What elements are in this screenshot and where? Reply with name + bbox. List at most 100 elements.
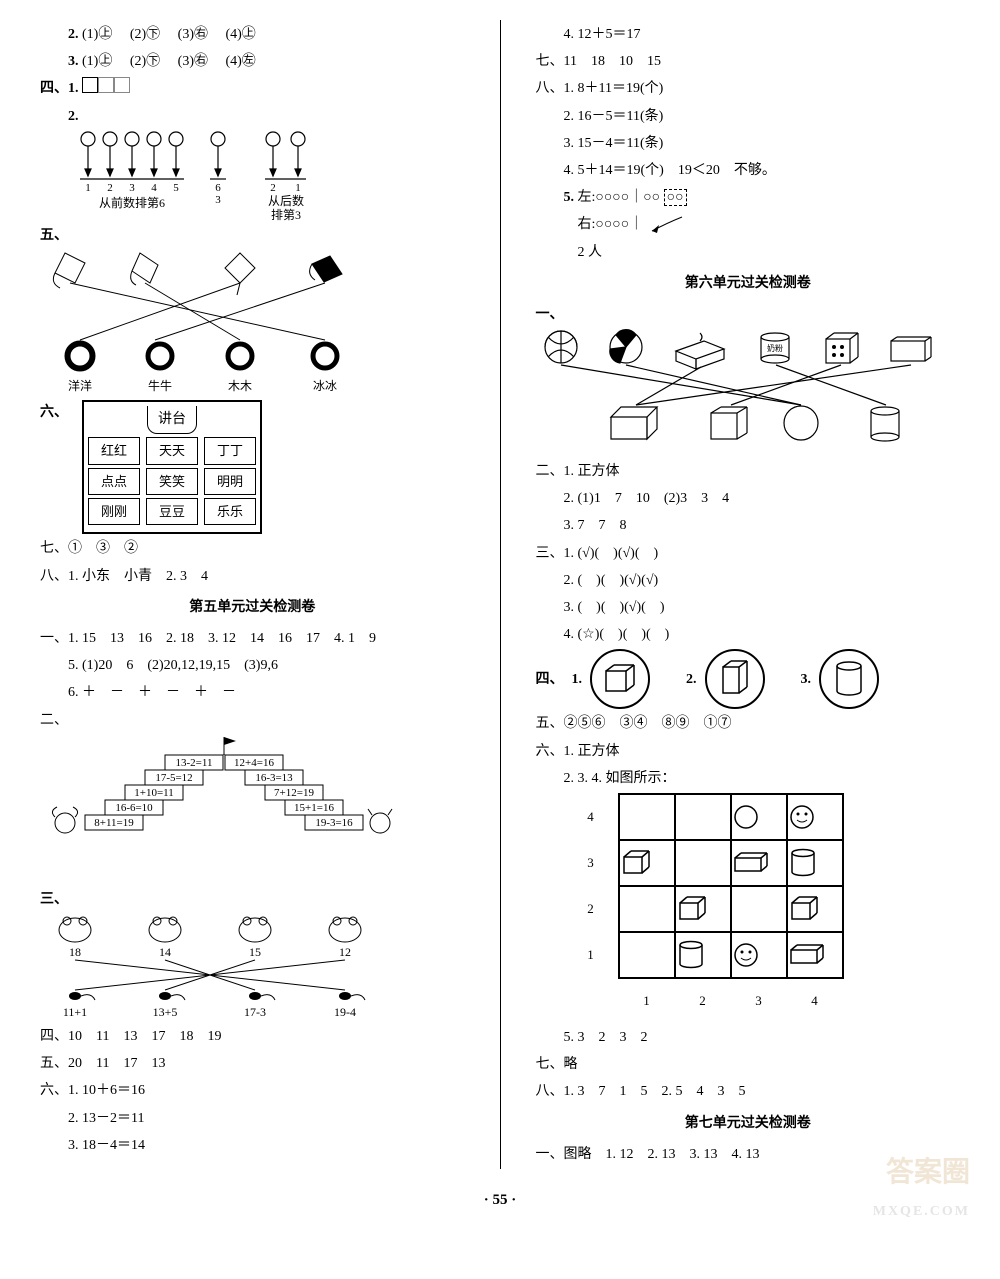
u5-6-3: 3. 18－4＝14 xyxy=(40,1133,465,1158)
u6-3-3: 3. ( )( )(√)( ) xyxy=(536,595,961,620)
svg-text:12+4=16: 12+4=16 xyxy=(234,757,274,769)
r-8-5: 5. 左:○○○○｜○○ ○○ xyxy=(536,185,961,210)
q3: 3. (1)㊤ (2)㊦ (3)㊨ (4)㊧ xyxy=(40,49,465,74)
u7-1: 一、图略 1. 12 2. 13 3. 13 4. 13 xyxy=(536,1142,961,1167)
u5-6-2: 2. 13－2＝11 xyxy=(40,1106,465,1131)
u6-4-2-label: 2. xyxy=(686,667,697,692)
circle-cuboid-icon xyxy=(705,649,765,709)
q3-3: (3)㊨ xyxy=(178,54,208,69)
unit7-title: 第七单元过关检测卷 xyxy=(536,1111,961,1136)
svg-text:19-3=16: 19-3=16 xyxy=(315,817,353,829)
page-number: · 55 · xyxy=(40,1187,960,1214)
svg-text:16-6=10: 16-6=10 xyxy=(115,802,153,814)
cuboid-icon xyxy=(733,852,771,874)
circle-cylinder-icon xyxy=(819,649,879,709)
r-8-2: 2. 16－5＝11(条) xyxy=(536,104,961,129)
face-icon xyxy=(733,942,759,968)
grid-col-4: 4 xyxy=(787,978,843,1023)
podium-label: 讲台 xyxy=(147,406,197,434)
grid-row-1: 1 xyxy=(564,932,619,978)
u6-2-2: 2. (1)1 7 10 (2)3 3 4 xyxy=(536,486,961,511)
svg-text:1: 1 xyxy=(85,182,91,194)
u5-5: 五、20 11 17 13 xyxy=(40,1051,465,1076)
u5-3-figure: 18141512 xyxy=(40,912,380,1022)
svg-text:7+12=19: 7+12=19 xyxy=(274,787,314,799)
r-8-5-ans: 2 人 xyxy=(536,240,961,265)
sphere-icon xyxy=(733,804,759,830)
arrow-icon xyxy=(647,215,687,235)
u6-2-1: 二、1. 正方体 xyxy=(536,459,961,484)
r-8-4: 4. 5＋14＝19(个) 19＜20 不够。 xyxy=(536,158,961,183)
seat: 刚刚 xyxy=(88,498,140,525)
cube-icon xyxy=(789,895,821,923)
r-8-5-row2: 右:○○○○｜ xyxy=(536,212,961,237)
svg-text:8+11=19: 8+11=19 xyxy=(94,817,134,829)
svg-text:14: 14 xyxy=(159,945,171,959)
u6-3-1: 三、1. (√)( )(√)( ) xyxy=(536,541,961,566)
grid-row-2: 2 xyxy=(564,886,619,932)
column-divider xyxy=(500,20,501,1169)
svg-text:16-3=13: 16-3=13 xyxy=(255,772,293,784)
cuboid-icon xyxy=(789,944,827,966)
r-8-5-left: 左:○○○○｜○○ xyxy=(578,190,661,205)
u6-3-4: 4. (☆)( )( )( ) xyxy=(536,622,961,647)
u5-2-figure: 13-2=11 17-5=12 1+10=11 16-6=10 8+11=19 … xyxy=(40,735,400,885)
svg-text:5: 5 xyxy=(173,182,179,194)
svg-text:13+5: 13+5 xyxy=(153,1005,178,1019)
cube-icon xyxy=(621,849,653,877)
r-8-5-label: 5. xyxy=(564,190,575,205)
s5-name-2: 木木 xyxy=(228,379,252,393)
svg-text:从后数: 从后数 xyxy=(268,193,304,208)
svg-text:11+1: 11+1 xyxy=(63,1005,87,1019)
u6-5: 五、②⑤⑥ ③④ ⑧⑨ ①⑦ xyxy=(536,711,961,736)
u6-1: 一、 奶粉 xyxy=(536,302,961,457)
face-icon xyxy=(789,804,815,830)
front-count-label: 从前数排第6 xyxy=(99,195,165,210)
svg-text:15: 15 xyxy=(249,945,261,959)
shape-grid: 4 3 2 1 xyxy=(564,793,844,1023)
u5-1-6: 6. ＋ － ＋ － ＋ － xyxy=(40,680,465,705)
seat: 乐乐 xyxy=(204,498,256,525)
q3-4: (4)㊧ xyxy=(225,54,255,69)
s5-name-0: 洋洋 xyxy=(68,378,92,393)
grid-col-3: 3 xyxy=(731,978,787,1023)
svg-text:3: 3 xyxy=(129,182,135,194)
svg-text:6: 6 xyxy=(215,182,221,194)
q2-2: (2)㊦ xyxy=(130,27,160,42)
q2-3: (3)㊨ xyxy=(178,27,208,42)
s4-2-figure: 12345 63 21 从前数排第6 从后数 排第3 xyxy=(68,129,338,221)
s4-2-label: 2. xyxy=(68,109,79,124)
s6-label: 六、 xyxy=(40,400,68,425)
u5-1: 一、1. 15 13 16 2. 18 3. 12 14 16 17 4. 1 … xyxy=(40,626,465,651)
u5-2-label: 二、 xyxy=(40,708,465,733)
u6-8: 八、1. 3 7 1 5 2. 5 4 3 5 xyxy=(536,1079,961,1104)
grid-row-4: 4 xyxy=(564,794,619,840)
seat: 红红 xyxy=(88,437,140,464)
cylinder-icon xyxy=(677,940,705,970)
s6: 六、 讲台 红红 天天 丁丁 点点 笑笑 明明 刚刚 豆豆 乐乐 xyxy=(40,400,465,534)
grid-col-1: 1 xyxy=(619,978,675,1023)
left-column: 2. (1)㊤ (2)㊦ (3)㊨ (4)㊤ 3. (1)㊤ (2)㊦ (3)㊨… xyxy=(40,20,465,1169)
u6-4-label: 四、 xyxy=(536,667,564,692)
svg-text:2: 2 xyxy=(270,182,276,194)
svg-text:13-2=11: 13-2=11 xyxy=(176,757,213,769)
grid-col-2: 2 xyxy=(675,978,731,1023)
grid-row-3: 3 xyxy=(564,840,619,886)
s4-2: 2. xyxy=(40,104,465,221)
r-8-5-right: 右:○○○○｜ xyxy=(578,217,644,232)
q2-4: (4)㊤ xyxy=(225,27,255,42)
q2-1: (1)㊤ xyxy=(82,27,112,42)
r-4: 4. 12＋5＝17 xyxy=(536,22,961,47)
seat: 丁丁 xyxy=(204,437,256,464)
svg-text:1: 1 xyxy=(295,182,301,194)
s5-label: 五、 xyxy=(40,228,68,243)
q3-1: (1)㊤ xyxy=(82,54,112,69)
u6-6-5: 5. 3 2 3 2 xyxy=(536,1025,961,1050)
svg-text:15+1=16: 15+1=16 xyxy=(294,802,334,814)
seat: 天天 xyxy=(146,437,198,464)
q3-2: (2)㊦ xyxy=(130,54,160,69)
seat: 点点 xyxy=(88,468,140,495)
unit6-title: 第六单元过关检测卷 xyxy=(536,271,961,296)
svg-text:17-3: 17-3 xyxy=(244,1005,266,1019)
cylinder-icon xyxy=(789,848,817,878)
